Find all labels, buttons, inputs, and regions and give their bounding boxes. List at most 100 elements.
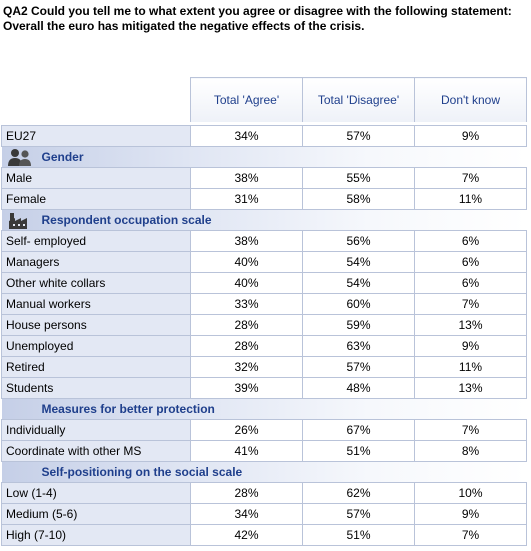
cell-agree: 40%: [190, 251, 303, 273]
question-line-1: QA2 Could you tell me to what extent you…: [3, 4, 512, 18]
row-label: Low (1-4): [1, 482, 191, 504]
column-header-disagree: Total 'Disagree': [302, 77, 415, 122]
cell-agree: 28%: [190, 314, 303, 336]
row-label: High (7-10): [1, 524, 191, 546]
cell-disagree: 51%: [302, 440, 415, 462]
cell-disagree: 55%: [302, 167, 415, 189]
table-row: High (7-10) 42% 51% 7%: [1, 524, 527, 546]
row-label: Retired: [1, 356, 191, 378]
table-row: Unemployed 28% 63% 9%: [1, 335, 527, 357]
cell-dont-know: 8%: [414, 440, 527, 462]
row-label: Manual workers: [1, 293, 191, 315]
row-label: Individually: [1, 419, 191, 441]
cell-agree: 41%: [190, 440, 303, 462]
results-table: Total 'Agree' Total 'Disagree' Don't kno…: [1, 77, 527, 546]
cell-disagree: 63%: [302, 335, 415, 357]
table-row: Retired 32% 57% 11%: [1, 356, 527, 378]
cell-agree: 26%: [190, 419, 303, 441]
cell-agree: 32%: [190, 356, 303, 378]
section-header-cell: Respondent occupation scale: [1, 209, 527, 231]
cell-agree: 28%: [190, 482, 303, 504]
cell-agree: 40%: [190, 272, 303, 294]
table-row: Individually 26% 67% 7%: [1, 419, 527, 441]
table-row: Manual workers 33% 60% 7%: [1, 293, 527, 315]
cell-disagree: 57%: [302, 125, 415, 147]
cell-agree: 28%: [190, 335, 303, 357]
row-label: Female: [1, 188, 191, 210]
cell-disagree: 57%: [302, 356, 415, 378]
row-label: Coordinate with other MS: [1, 440, 191, 462]
cell-disagree: 54%: [302, 272, 415, 294]
cell-dont-know: 13%: [414, 314, 527, 336]
cell-disagree: 67%: [302, 419, 415, 441]
cell-dont-know: 9%: [414, 125, 527, 147]
table-row: Coordinate with other MS 41% 51% 8%: [1, 440, 527, 462]
people-icon: [7, 149, 31, 166]
cell-disagree: 58%: [302, 188, 415, 210]
cell-dont-know: 11%: [414, 188, 527, 210]
row-label: House persons: [1, 314, 191, 336]
people-icon: [6, 147, 36, 167]
factory-icon: [6, 210, 36, 230]
cell-dont-know: 6%: [414, 251, 527, 273]
cell-agree: 39%: [190, 377, 303, 399]
cell-dont-know: 6%: [414, 230, 527, 252]
table-row: Low (1-4) 28% 62% 10%: [1, 482, 527, 504]
section-header: Gender: [1, 146, 527, 168]
column-header-row: Total 'Agree' Total 'Disagree' Don't kno…: [2, 77, 527, 123]
cell-dont-know: 13%: [414, 377, 527, 399]
table-row: House persons 28% 59% 13%: [1, 314, 527, 336]
section-header: Respondent occupation scale: [1, 209, 527, 231]
question-line-2: Overall the euro has mitigated the negat…: [3, 19, 365, 33]
table-row: Medium (5-6) 34% 57% 9%: [1, 503, 527, 525]
cell-dont-know: 7%: [414, 524, 527, 546]
cell-dont-know: 9%: [414, 503, 527, 525]
header-blank-cell: [2, 78, 191, 123]
section-header-cell: Measures for better protection: [1, 398, 527, 420]
section-header: Self-positioning on the social scale: [1, 461, 527, 483]
table-row: Other white collars 40% 54% 6%: [1, 272, 527, 294]
section-title: Respondent occupation scale: [41, 213, 212, 227]
row-label: Unemployed: [1, 335, 191, 357]
row-label: Male: [1, 167, 191, 189]
cell-agree: 33%: [190, 293, 303, 315]
cell-disagree: 62%: [302, 482, 415, 504]
section-title: Self-positioning on the social scale: [41, 465, 243, 479]
row-label: Other white collars: [1, 272, 191, 294]
column-header-agree: Total 'Agree': [190, 77, 303, 122]
cell-dont-know: 7%: [414, 419, 527, 441]
cell-dont-know: 6%: [414, 272, 527, 294]
table-row: Managers 40% 54% 6%: [1, 251, 527, 273]
cell-dont-know: 11%: [414, 356, 527, 378]
cell-disagree: 57%: [302, 503, 415, 525]
cell-agree: 42%: [190, 524, 303, 546]
section-header-cell: Gender: [1, 146, 527, 168]
cell-agree: 38%: [190, 230, 303, 252]
cell-disagree: 60%: [302, 293, 415, 315]
cell-disagree: 54%: [302, 251, 415, 273]
cell-disagree: 51%: [302, 524, 415, 546]
cell-disagree: 56%: [302, 230, 415, 252]
row-label: Self- employed: [1, 230, 191, 252]
row-label: Managers: [1, 251, 191, 273]
table-row-eu27: EU27 34% 57% 9%: [1, 125, 527, 147]
section-header: Measures for better protection: [1, 398, 527, 420]
column-header-dont-know: Don't know: [414, 77, 527, 122]
cell-dont-know: 7%: [414, 293, 527, 315]
cell-dont-know: 10%: [414, 482, 527, 504]
section-title: Gender: [41, 150, 84, 164]
cell-agree: 31%: [190, 188, 303, 210]
cell-dont-know: 7%: [414, 167, 527, 189]
row-label: Medium (5-6): [1, 503, 191, 525]
section-header-cell: Self-positioning on the social scale: [1, 461, 527, 483]
cell-disagree: 48%: [302, 377, 415, 399]
cell-agree: 38%: [190, 167, 303, 189]
factory-icon: [8, 213, 27, 229]
cell-dont-know: 9%: [414, 335, 527, 357]
section-title: Measures for better protection: [41, 402, 215, 416]
table-row: Students 39% 48% 13%: [1, 377, 527, 399]
row-label: Students: [1, 377, 191, 399]
table-row: Self- employed 38% 56% 6%: [1, 230, 527, 252]
question-text: QA2 Could you tell me to what extent you…: [3, 4, 529, 34]
table-row: Male 38% 55% 7%: [1, 167, 527, 189]
